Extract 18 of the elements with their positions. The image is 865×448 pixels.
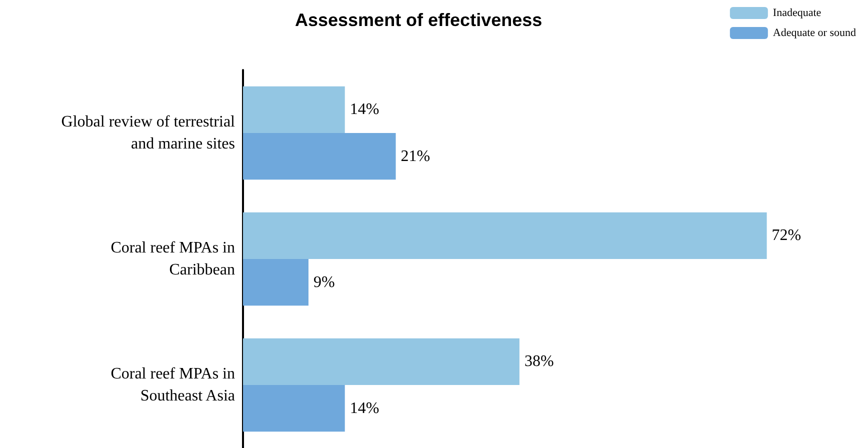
data-label: 38% (524, 353, 554, 370)
bar (243, 259, 308, 306)
bar (243, 338, 520, 385)
bar (243, 133, 396, 180)
data-label: 9% (313, 274, 335, 291)
data-label: 14% (350, 101, 380, 118)
data-label: 72% (772, 227, 802, 244)
y-tick-label: Coral reef MPAs in Southeast Asia (110, 366, 235, 404)
bar (243, 385, 345, 432)
chart-title: Assessment of effectiveness (295, 10, 542, 30)
bar (243, 212, 767, 259)
bar (243, 86, 345, 133)
y-tick-label: Coral reef MPAs in Caribbean (110, 240, 235, 278)
legend-label: Adequate or sound (772, 27, 856, 39)
y-tick-label: Global review of terrestrial and marine sites (61, 114, 236, 152)
data-label: 21% (400, 148, 430, 165)
data-label: 14% (350, 400, 380, 417)
legend-label: Inadequate (772, 7, 822, 19)
